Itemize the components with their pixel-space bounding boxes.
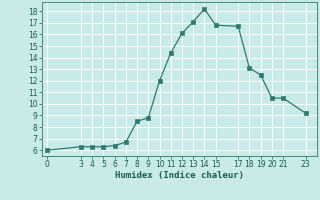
X-axis label: Humidex (Indice chaleur): Humidex (Indice chaleur) <box>115 171 244 180</box>
